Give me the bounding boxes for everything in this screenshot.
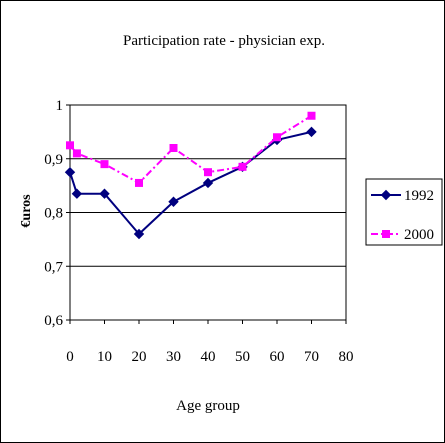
x-axis-ticks: 0 10 20 30 40 50 60 70 80 (66, 320, 354, 365)
y-tick-label: 1 (56, 98, 64, 114)
data-point (133, 228, 145, 240)
series-line-2000 (69, 114, 313, 184)
legend-marker (382, 230, 390, 238)
data-point (100, 160, 109, 169)
x-tick-label: 70 (304, 349, 319, 365)
series-1992 (64, 126, 317, 240)
x-tick-label: 30 (166, 349, 181, 365)
data-point (66, 141, 74, 150)
legend-label: 1992 (404, 188, 434, 204)
x-axis-label: Age group (176, 398, 240, 414)
x-tick-label: 40 (201, 349, 216, 365)
legend-box (365, 178, 443, 246)
chart-title: Participation rate - physician exp. (123, 33, 325, 49)
x-tick-label: 20 (132, 349, 147, 365)
y-tick-label: 0,7 (44, 259, 63, 275)
x-tick-label: 50 (235, 349, 250, 365)
y-axis-ticks: 0,6 0,7 0,8 0,9 1 (44, 98, 70, 329)
data-point (202, 177, 214, 189)
legend-marker (380, 189, 392, 201)
legend-item-1992: 1992 (371, 188, 434, 204)
y-tick-label: 0,6 (44, 313, 63, 329)
data-point (99, 188, 110, 199)
y-tick-label: 0,8 (44, 206, 63, 222)
series-2000 (66, 111, 316, 187)
gridlines (70, 104, 346, 321)
x-tick-label: 10 (97, 349, 112, 365)
x-tick-label: 80 (339, 349, 354, 365)
data-point (135, 178, 143, 187)
data-point (71, 188, 83, 199)
x-tick-label: 60 (270, 349, 285, 365)
data-point (72, 149, 81, 158)
legend-label: 2000 (404, 227, 434, 243)
data-point (306, 126, 317, 138)
legend: 1992 2000 (365, 178, 443, 246)
data-point (64, 166, 76, 178)
y-axis-label: €uros (19, 194, 34, 228)
data-point (204, 168, 212, 177)
y-tick-label: 0,9 (44, 152, 63, 168)
data-point (238, 162, 247, 171)
data-point (273, 133, 281, 142)
data-point (168, 196, 179, 207)
data-point (169, 144, 178, 152)
legend-item-2000: 2000 (371, 227, 434, 243)
series-layer (64, 111, 317, 240)
data-point (307, 111, 316, 120)
series-line-1992 (69, 130, 312, 235)
x-tick-label: 0 (66, 349, 74, 365)
